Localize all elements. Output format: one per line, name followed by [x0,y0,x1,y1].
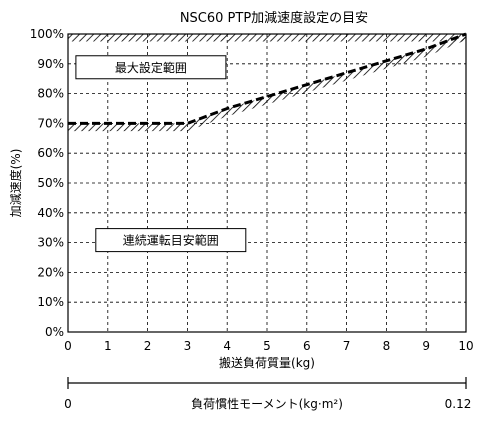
secondary-axis-label: 負荷慣性モーメント(kg·m²) [191,396,343,411]
region-label-box [95,228,247,253]
y-tick-label: 80% [37,87,64,101]
x-tick-label: 0 [64,339,72,353]
y-tick-label: 30% [37,236,64,250]
x-tick-label: 10 [458,339,473,353]
secondary-axis-min: 0 [64,397,72,411]
region-label-text: 最大設定範囲 [115,60,187,75]
plot-frame [67,33,467,333]
region-label: 最大設定範囲 [75,55,227,80]
x-ticks: 0 1 2 3 4 5 6 7 8 9 10 [64,339,473,353]
series-line [68,32,467,125]
grid-lines [68,34,466,332]
x-tick-label: 2 [144,339,152,353]
y-tick-label: 100% [30,27,64,41]
y-ticks: 0% 10% 20% 30% 40% 50% 60% 70% 80% 90% 100% [30,27,64,339]
series-layer [68,32,467,125]
max-range-hatch [68,34,466,42]
y-tick-label: 10% [37,295,64,309]
x-tick-label: 3 [184,339,192,353]
y-tick-label: 20% [37,265,64,279]
y-tick-label: 40% [37,206,64,220]
region-label: 連続運転目安範囲 [95,228,247,253]
secondary-axis-max: 0.12 [445,397,472,411]
y-tick-label: 0% [45,325,64,339]
x-tick-label: 4 [223,339,231,353]
x-axis-label: 搬送負荷質量(kg) [219,355,315,370]
x-tick-label: 1 [104,339,112,353]
y-axis-label: 加減速度(%) [8,149,23,218]
y-tick-label: 90% [37,57,64,71]
region-label-text: 連続運転目安範囲 [123,233,219,248]
hatched-bands [68,34,466,132]
x-tick-label: 9 [422,339,430,353]
x-tick-label: 7 [343,339,351,353]
y-tick-label: 60% [37,146,64,160]
x-tick-label: 5 [263,339,271,353]
chart-title: NSC60 PTP加減速度設定の目安 [180,10,368,26]
x-tick-label: 6 [303,339,311,353]
y-tick-label: 50% [37,176,64,190]
region-label-box [75,55,227,80]
y-tick-label: 70% [37,116,64,130]
x-tick-label: 8 [383,339,391,353]
